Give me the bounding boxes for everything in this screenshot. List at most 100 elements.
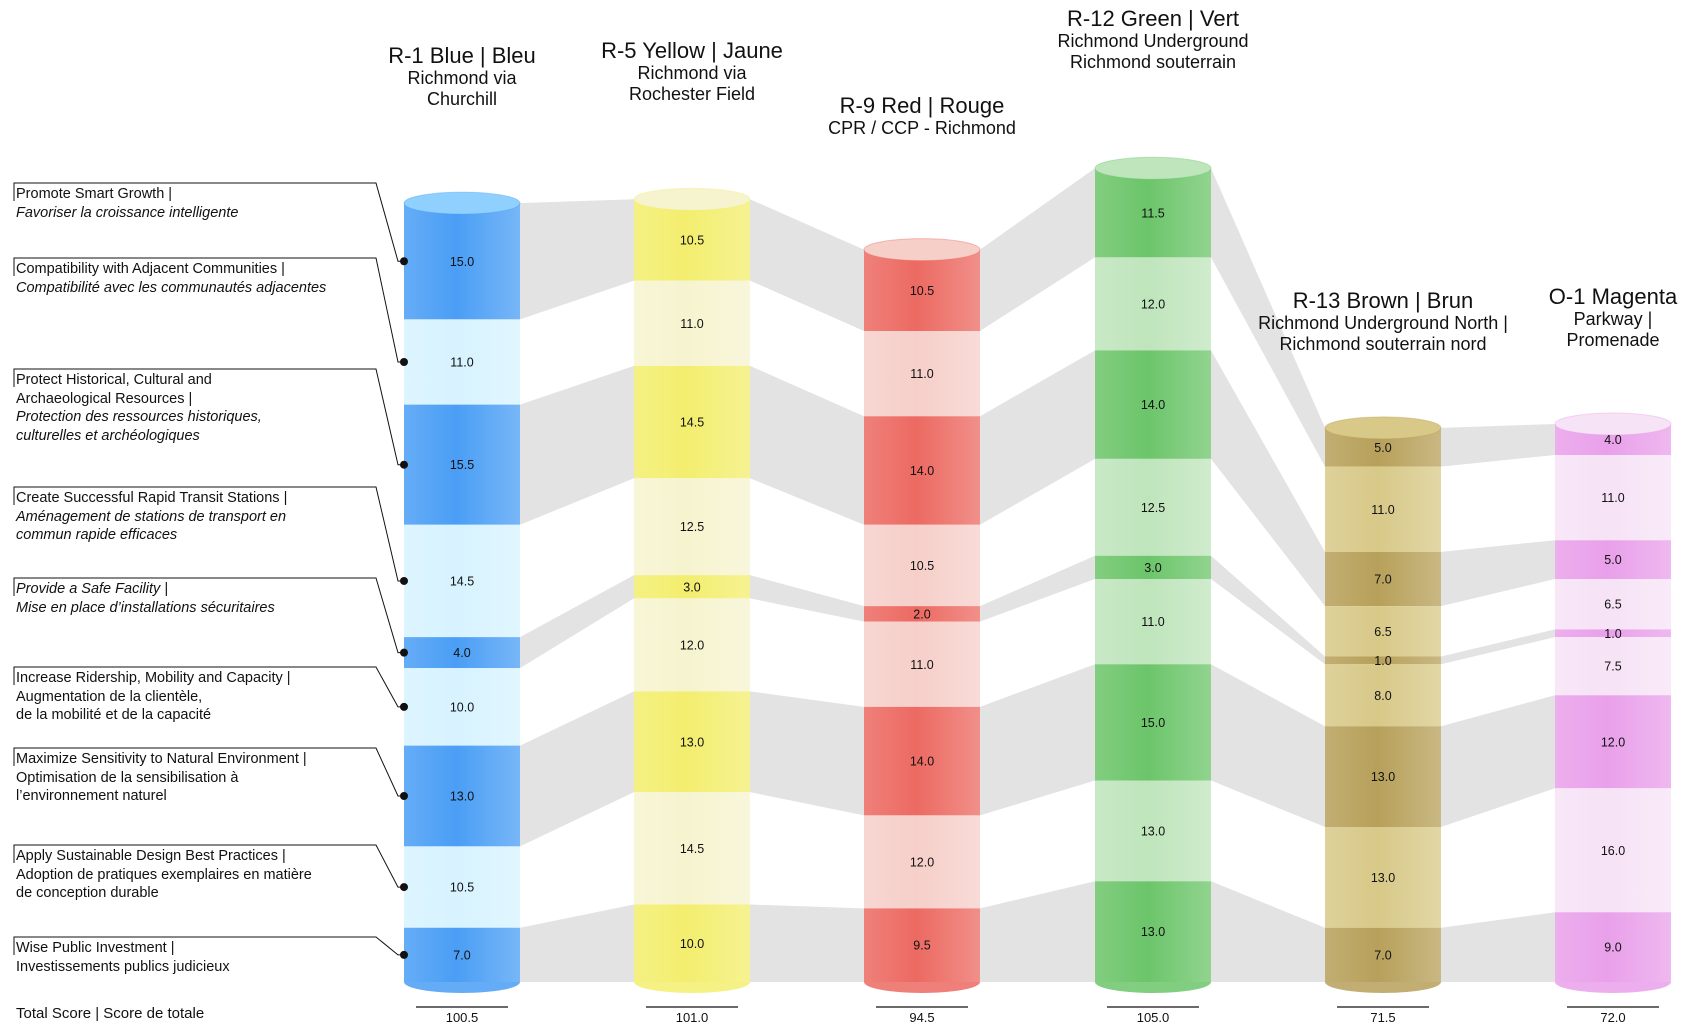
value-label: 4.0	[453, 646, 470, 660]
value-label: 14.0	[1141, 398, 1165, 412]
connector-band	[750, 365, 864, 525]
column-segment	[1095, 458, 1211, 556]
column-segment	[404, 203, 520, 320]
connector-band	[520, 365, 634, 525]
connector-band	[520, 904, 634, 982]
series-sub: Promenade	[1566, 330, 1660, 350]
column-cap	[403, 191, 521, 215]
value-label: 10.0	[450, 700, 474, 714]
value-label: 13.0	[1141, 925, 1165, 939]
connector-band	[750, 904, 864, 982]
column-segment	[634, 792, 750, 905]
value-label: 14.5	[680, 416, 704, 430]
column-base	[864, 982, 980, 993]
series-sub: Richmond via	[637, 63, 747, 83]
criterion-fr: Aménagement de stations de transport en	[16, 508, 287, 525]
column-segment	[1095, 579, 1211, 665]
connector-band	[750, 199, 864, 331]
column-segment	[1325, 827, 1441, 928]
leader-dot	[400, 257, 408, 266]
value-label: 14.5	[680, 842, 704, 856]
value-label: 10.5	[910, 559, 934, 573]
column-segment	[1555, 455, 1671, 541]
value-label: 7.0	[1374, 948, 1391, 962]
value-label: 14.0	[910, 464, 934, 478]
criterion-en: Create Successful Rapid Transit Stations…	[16, 490, 288, 506]
column-segment	[864, 524, 980, 607]
series-sub: CPR / CCP - Richmond	[828, 118, 1016, 138]
connector-band	[980, 664, 1095, 816]
criterion-label: Apply Sustainable Design Best Practices …	[16, 847, 312, 903]
connector-band	[1211, 168, 1325, 467]
column-base	[1555, 982, 1671, 993]
criterion-fr: Favoriser la croissance intelligente	[16, 204, 239, 221]
total-value: 72.0	[1600, 1010, 1625, 1025]
criterion-en-line2: Archaeological Resources |	[16, 390, 262, 409]
column-5	[1554, 412, 1672, 993]
series-name: R-9 Red | Rouge	[839, 93, 1005, 118]
column-segment	[1555, 637, 1671, 696]
column-segment	[1325, 466, 1441, 552]
value-label: 13.0	[1371, 871, 1395, 885]
column-segment	[1555, 629, 1671, 638]
criterion-label: Wise Public Investment | Investissements…	[16, 939, 230, 976]
leader-dot	[400, 460, 408, 469]
column-cap	[1554, 412, 1672, 436]
leader-line	[13, 577, 402, 654]
column-segment	[1325, 656, 1441, 665]
criterion-fr: Mise en place d’installations sécuritair…	[16, 599, 275, 616]
value-label: 11.0	[1141, 615, 1164, 629]
value-label: 12.0	[680, 638, 704, 652]
connector-band	[1211, 555, 1325, 665]
value-label: 10.5	[450, 881, 474, 895]
leader-line	[13, 747, 402, 797]
value-label: 11.0	[680, 317, 703, 331]
column-header-r12: R-12 Green | Vert Richmond Underground R…	[1057, 6, 1248, 73]
value-label: 11.5	[1141, 206, 1164, 220]
value-label: 11.0	[450, 356, 473, 370]
series-sub: Richmond souterrain	[1069, 52, 1237, 72]
criterion-label: Compatibility with Adjacent Communities …	[16, 260, 326, 297]
column-segment	[864, 621, 980, 707]
column-segment	[404, 927, 520, 982]
column-header-r5: R-5 Yellow | Jaune Richmond via Rocheste…	[601, 38, 783, 105]
total-value: 94.5	[909, 1010, 934, 1025]
series-name: R-5 Yellow | Jaune	[601, 38, 783, 63]
column-cap	[863, 238, 981, 262]
value-label: 5.0	[1374, 441, 1391, 455]
column-segment	[634, 478, 750, 576]
value-label: 14.5	[450, 574, 474, 588]
column-segment	[864, 815, 980, 909]
value-label: 15.0	[1141, 716, 1165, 730]
connector-band	[520, 199, 634, 320]
value-label: 12.5	[1141, 501, 1165, 515]
leader-line	[13, 182, 402, 262]
criterion-en: Maximize Sensitivity to Natural Environm…	[16, 751, 307, 767]
value-label: 7.5	[1604, 660, 1621, 674]
column-segment	[1555, 540, 1671, 579]
value-label: 12.0	[1601, 735, 1625, 749]
value-label: 11.0	[910, 367, 933, 381]
leader-dot	[400, 702, 408, 711]
connector-band	[980, 555, 1095, 622]
column-segment	[1095, 664, 1211, 781]
criterion-en-2: Archaeological Resources |	[16, 390, 193, 407]
value-label: 14.0	[910, 755, 934, 769]
leader-dot	[400, 950, 408, 959]
value-label: 12.0	[910, 855, 934, 869]
value-label: 9.5	[913, 939, 930, 953]
leader-line	[13, 368, 402, 466]
series-name: O-1 Magenta	[1548, 284, 1678, 309]
column-segment	[404, 637, 520, 669]
column-segment	[1095, 350, 1211, 459]
column-header-r1: R-1 Blue | Bleu Richmond via Churchill	[388, 43, 536, 110]
leader-line	[13, 844, 402, 888]
value-label: 11.0	[1371, 503, 1394, 517]
column-segment	[1555, 695, 1671, 789]
value-label: 7.0	[453, 948, 470, 962]
connector-band	[750, 691, 864, 816]
criterion-fr-2: commun rapide efficaces	[16, 527, 178, 543]
value-label: 10.5	[680, 233, 704, 247]
column-segment	[1325, 726, 1441, 827]
